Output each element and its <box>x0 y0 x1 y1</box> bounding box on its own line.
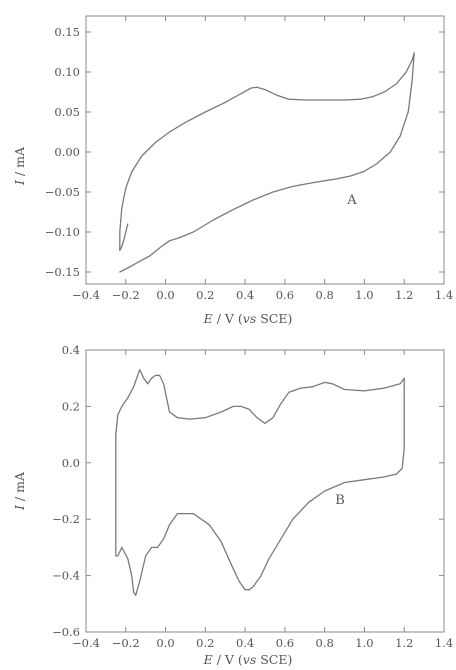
panel-b-label: B <box>335 493 345 508</box>
panel-b-x-tick-label: 1.4 <box>435 636 453 650</box>
panel-a-x-tick-label: −0.2 <box>112 288 140 302</box>
panel-a-y-ticks: −0.15 −0.10 −0.05 0.00 0.05 0.10 0.15 <box>45 25 444 279</box>
panel-b-x-tick-label: 1.0 <box>355 636 373 650</box>
panel-b-x-tick-label: 1.2 <box>395 636 413 650</box>
panel-b-x-tick-label: 0.4 <box>236 636 254 650</box>
panel-b-y-ticks: −0.6 −0.4 −0.2 0.0 0.2 0.4 <box>52 343 444 639</box>
panel-a-y-tick-label: 0.00 <box>54 145 80 159</box>
panel-a-x-tick-label: 0.6 <box>276 288 294 302</box>
chart-panel-a: −0.15 −0.10 −0.05 0.00 0.05 0.10 0.15 −0.4 −0.2… <box>12 15 453 326</box>
panel-a-y-tick-label: −0.10 <box>45 225 80 239</box>
panel-b-x-ticks: −0.4 −0.2 0.0 0.2 0.4 0.6 0.8 1.0 1.2 1.4 <box>72 350 453 650</box>
panel-a-plot-frame <box>85 15 445 285</box>
panel-b-x-tick-label: 0.8 <box>316 636 334 650</box>
panel-b-y-tick-label: 0.2 <box>62 399 80 413</box>
panel-a-x-tick-label: 0.8 <box>316 288 334 302</box>
panel-b-y-tick-label: −0.6 <box>52 625 80 639</box>
panel-b-y-tick-label: −0.2 <box>52 512 80 526</box>
panel-b-y-axis-label: I / mA <box>12 471 27 511</box>
panel-a-y-tick-label: 0.15 <box>54 25 80 39</box>
panel-a-cv-curve <box>119 52 415 273</box>
panel-a-x-ticks: −0.4 −0.2 0.0 0.2 0.4 0.6 0.8 1.0 1.2 1.4 <box>72 16 453 302</box>
panel-b-cv-curve <box>115 369 405 596</box>
panel-b-plot-frame <box>85 349 445 633</box>
panel-b-y-tick-label: −0.4 <box>52 569 80 583</box>
panel-a-label: A <box>346 193 357 208</box>
panel-b-x-tick-label: 0.6 <box>276 636 294 650</box>
panel-b-x-axis-label: E / V (vs SCE) <box>203 652 293 667</box>
panel-a-x-tick-label: 1.2 <box>395 288 413 302</box>
chart-panel-b: −0.6−0.4−0.20.00.20.4 −0.4 −0.2 0.0 0.2 0.4 0… <box>12 343 453 667</box>
panel-b-x-tick-label: 0.2 <box>196 636 214 650</box>
panel-b-y-tick-label: 0.4 <box>62 343 80 357</box>
panel-a-x-tick-label: 0.2 <box>196 288 214 302</box>
panel-a-x-tick-label: 1.0 <box>355 288 373 302</box>
panel-a-x-tick-label: −0.4 <box>72 288 100 302</box>
panel-a-y-tick-label: 0.05 <box>54 105 80 119</box>
panel-a-y-tick-label: −0.15 <box>45 265 80 279</box>
panel-a-x-tick-label: 0.0 <box>156 288 174 302</box>
panel-b-x-tick-label: −0.2 <box>112 636 140 650</box>
panel-b-x-tick-label: −0.4 <box>72 636 100 650</box>
panel-b-x-tick-label: 0.0 <box>156 636 174 650</box>
panel-a-y-tick-label: −0.05 <box>45 185 80 199</box>
panel-a-y-tick-label: 0.10 <box>54 65 80 79</box>
panel-b-y-tick-label: 0.0 <box>62 456 80 470</box>
panel-a-x-tick-label: 1.4 <box>435 288 453 302</box>
panel-a-y-axis-label: I / mA <box>12 146 27 186</box>
panel-a-x-tick-label: 0.4 <box>236 288 254 302</box>
panel-a-x-axis-label: E / V (vs SCE) <box>203 311 293 326</box>
